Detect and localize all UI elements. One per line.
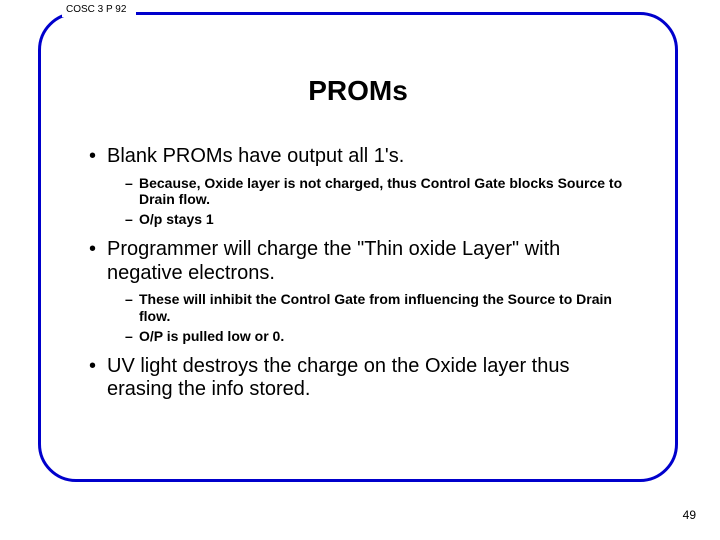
bullet-level2: Because, Oxide layer is not charged, thu…	[89, 175, 627, 209]
bullet-level1: Programmer will charge the "Thin oxide L…	[89, 238, 627, 285]
slide-content: Blank PROMs have output all 1's. Because…	[89, 145, 627, 408]
bullet-level1: UV light destroys the charge on the Oxid…	[89, 355, 627, 402]
course-code-tab: COSC 3 P 92	[62, 2, 136, 17]
bullet-level2: These will inhibit the Control Gate from…	[89, 291, 627, 325]
bullet-level1: Blank PROMs have output all 1's.	[89, 145, 627, 169]
page-number: 49	[683, 508, 696, 522]
bullet-level2: O/P is pulled low or 0.	[89, 328, 627, 345]
slide-title: PROMs	[41, 75, 675, 107]
bullet-level2: O/p stays 1	[89, 211, 627, 228]
slide-frame: PROMs Blank PROMs have output all 1's. B…	[38, 12, 678, 482]
